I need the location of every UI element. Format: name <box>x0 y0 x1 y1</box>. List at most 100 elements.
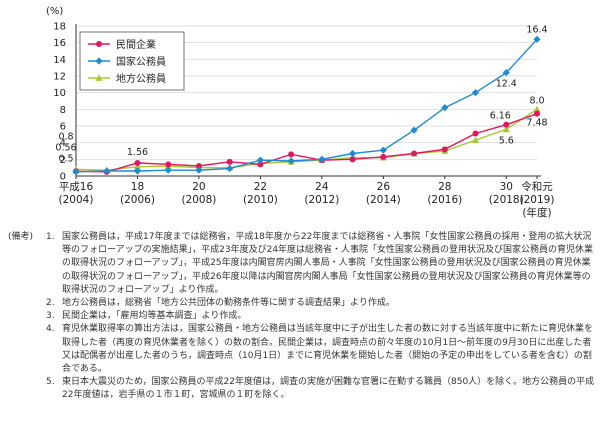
note-number: 1. <box>46 232 55 242</box>
series-line <box>75 38 538 173</box>
note-text: 民間企業は，「雇用均等基本調査」より作成。 <box>62 311 247 322</box>
data-label: 7.48 <box>526 118 547 129</box>
data-labels: 0.80.560.5 1.56 12.4 6.16 5.6 16.4 8.0 7.48 <box>55 24 547 164</box>
x-tick-label: 18 <box>131 181 144 193</box>
notes: (備考) 1. 国家公務員は，平成17年度までは総務省，平成18年度から22年度… <box>8 231 596 403</box>
x-tick-label: 22 <box>254 181 267 193</box>
legend-marker <box>96 41 102 47</box>
data-label: 8.0 <box>529 95 544 106</box>
data-point <box>441 104 449 112</box>
data-point <box>195 166 203 174</box>
legend-label: 民間企業 <box>116 38 156 51</box>
data-point <box>472 130 479 137</box>
note-text: 育児休業取得率の算出方法は，国家公務員・地方公務員は当該年度中に子が出生した者の… <box>62 324 594 375</box>
y-tick-label: 16 <box>53 38 66 49</box>
data-label: 5.6 <box>499 135 514 146</box>
x-tick-sublabel: (2012) <box>304 194 339 206</box>
series-lines <box>72 35 541 176</box>
data-point <box>226 164 234 173</box>
data-point <box>165 161 172 168</box>
note-number: 2. <box>46 298 55 309</box>
x-tick-label: 26 <box>377 181 391 193</box>
y-tick-label: 10 <box>53 88 66 99</box>
x-tick-sublabel: (2008) <box>181 194 216 206</box>
x-tick-sublabel: (2006) <box>120 194 155 206</box>
data-point <box>133 167 142 175</box>
note-number: 5. <box>46 377 55 388</box>
data-label: 0.5 <box>58 153 73 164</box>
legend-marker <box>95 74 103 81</box>
x-tick-label: 令和元 <box>521 180 553 193</box>
data-point <box>349 149 357 158</box>
x-axis-ticks: 平成16(2004)18(2006)20(2008)22(2010)24(201… <box>59 176 555 219</box>
x-tick-sublabel: (2018) <box>489 194 524 206</box>
data-point <box>287 157 295 165</box>
legend-label: 地方公務員 <box>116 72 166 85</box>
data-point <box>164 166 172 174</box>
note-number: 3. <box>46 311 55 322</box>
y-tick-label: 18 <box>53 22 66 33</box>
data-label: 6.16 <box>490 111 511 122</box>
notes-header: (備考) <box>8 232 34 242</box>
x-tick-sublabel: (2019) <box>520 194 555 206</box>
data-point <box>318 155 326 163</box>
data-point <box>379 146 387 154</box>
data-point <box>256 156 264 164</box>
x-tick-sublabel: (2016) <box>427 194 462 206</box>
data-point <box>503 121 510 128</box>
axes <box>75 24 541 177</box>
x-tick-label: 28 <box>438 181 451 193</box>
y-tick-label: 14 <box>53 55 66 66</box>
series-line <box>75 113 538 173</box>
note-2: 2. 地方公務員は，総務省「地方公共団体の勤務条件等に関する調査結果」より作成。 <box>8 297 596 310</box>
data-label: 0.56 <box>55 142 76 153</box>
data-point <box>226 158 233 165</box>
data-point <box>411 150 418 157</box>
data-point <box>103 167 111 175</box>
note-text: 東日本大震災のため，国家公務員の平成22年度値は，調査の実施が困難な官署に在勤す… <box>62 377 595 401</box>
y-tick-label: 4 <box>60 138 66 149</box>
data-point <box>72 168 80 176</box>
data-point <box>288 151 295 158</box>
x-tick-label: 20 <box>192 181 205 193</box>
y-tick-label: 0 <box>60 172 66 183</box>
data-label: 16.4 <box>526 24 547 35</box>
legend-label: 国家公務員 <box>116 55 166 68</box>
data-point <box>502 69 510 77</box>
x-tick-sublabel: (2014) <box>366 194 401 206</box>
note-4: 4. 育児休業取得率の算出方法は，国家公務員・地方公務員は当該年度中に子が出生し… <box>8 323 596 376</box>
x-tick-label: 24 <box>315 181 329 193</box>
data-point <box>380 153 387 160</box>
x-tick-sublabel: (2004) <box>59 194 94 206</box>
data-point <box>441 146 448 153</box>
x-tick-label: 30 <box>500 181 513 193</box>
legend-marker <box>95 57 103 65</box>
note-text: 地方公務員は，総務省「地方公共団体の勤務条件等に関する調査結果」より作成。 <box>62 298 395 309</box>
data-point <box>534 110 540 117</box>
data-point <box>533 105 541 113</box>
x-axis-unit: (年度) <box>522 206 551 219</box>
data-point <box>410 126 418 134</box>
data-point <box>471 136 480 144</box>
data-point <box>134 160 141 166</box>
y-tick-label: 6 <box>60 122 66 133</box>
data-label: 1.56 <box>127 147 148 158</box>
data-point <box>257 161 264 168</box>
note-5: 5. 東日本大震災のため，国家公務員の平成22年度値は，調査の実施が困難な官署に… <box>8 376 596 402</box>
data-point <box>133 163 142 170</box>
data-point <box>349 156 356 163</box>
data-point <box>471 89 480 97</box>
y-axis-ticks: 0 2 4 6 8 10 12 14 16 18 (%) <box>46 6 66 183</box>
data-label: 12.4 <box>496 79 517 90</box>
y-tick-label: 12 <box>53 72 66 83</box>
y-axis-unit: (%) <box>46 6 63 17</box>
data-label: 0.8 <box>58 131 73 142</box>
x-tick-sublabel: (2010) <box>243 194 278 206</box>
note-number: 4. <box>46 324 55 335</box>
data-point <box>502 125 510 133</box>
note-1: (備考) 1. 国家公務員は，平成17年度までは総務省，平成18年度から22年度… <box>8 231 596 297</box>
y-tick-label: 8 <box>60 105 66 116</box>
note-3: 3. 民間企業は，「雇用均等基本調査」より作成。 <box>8 310 596 323</box>
